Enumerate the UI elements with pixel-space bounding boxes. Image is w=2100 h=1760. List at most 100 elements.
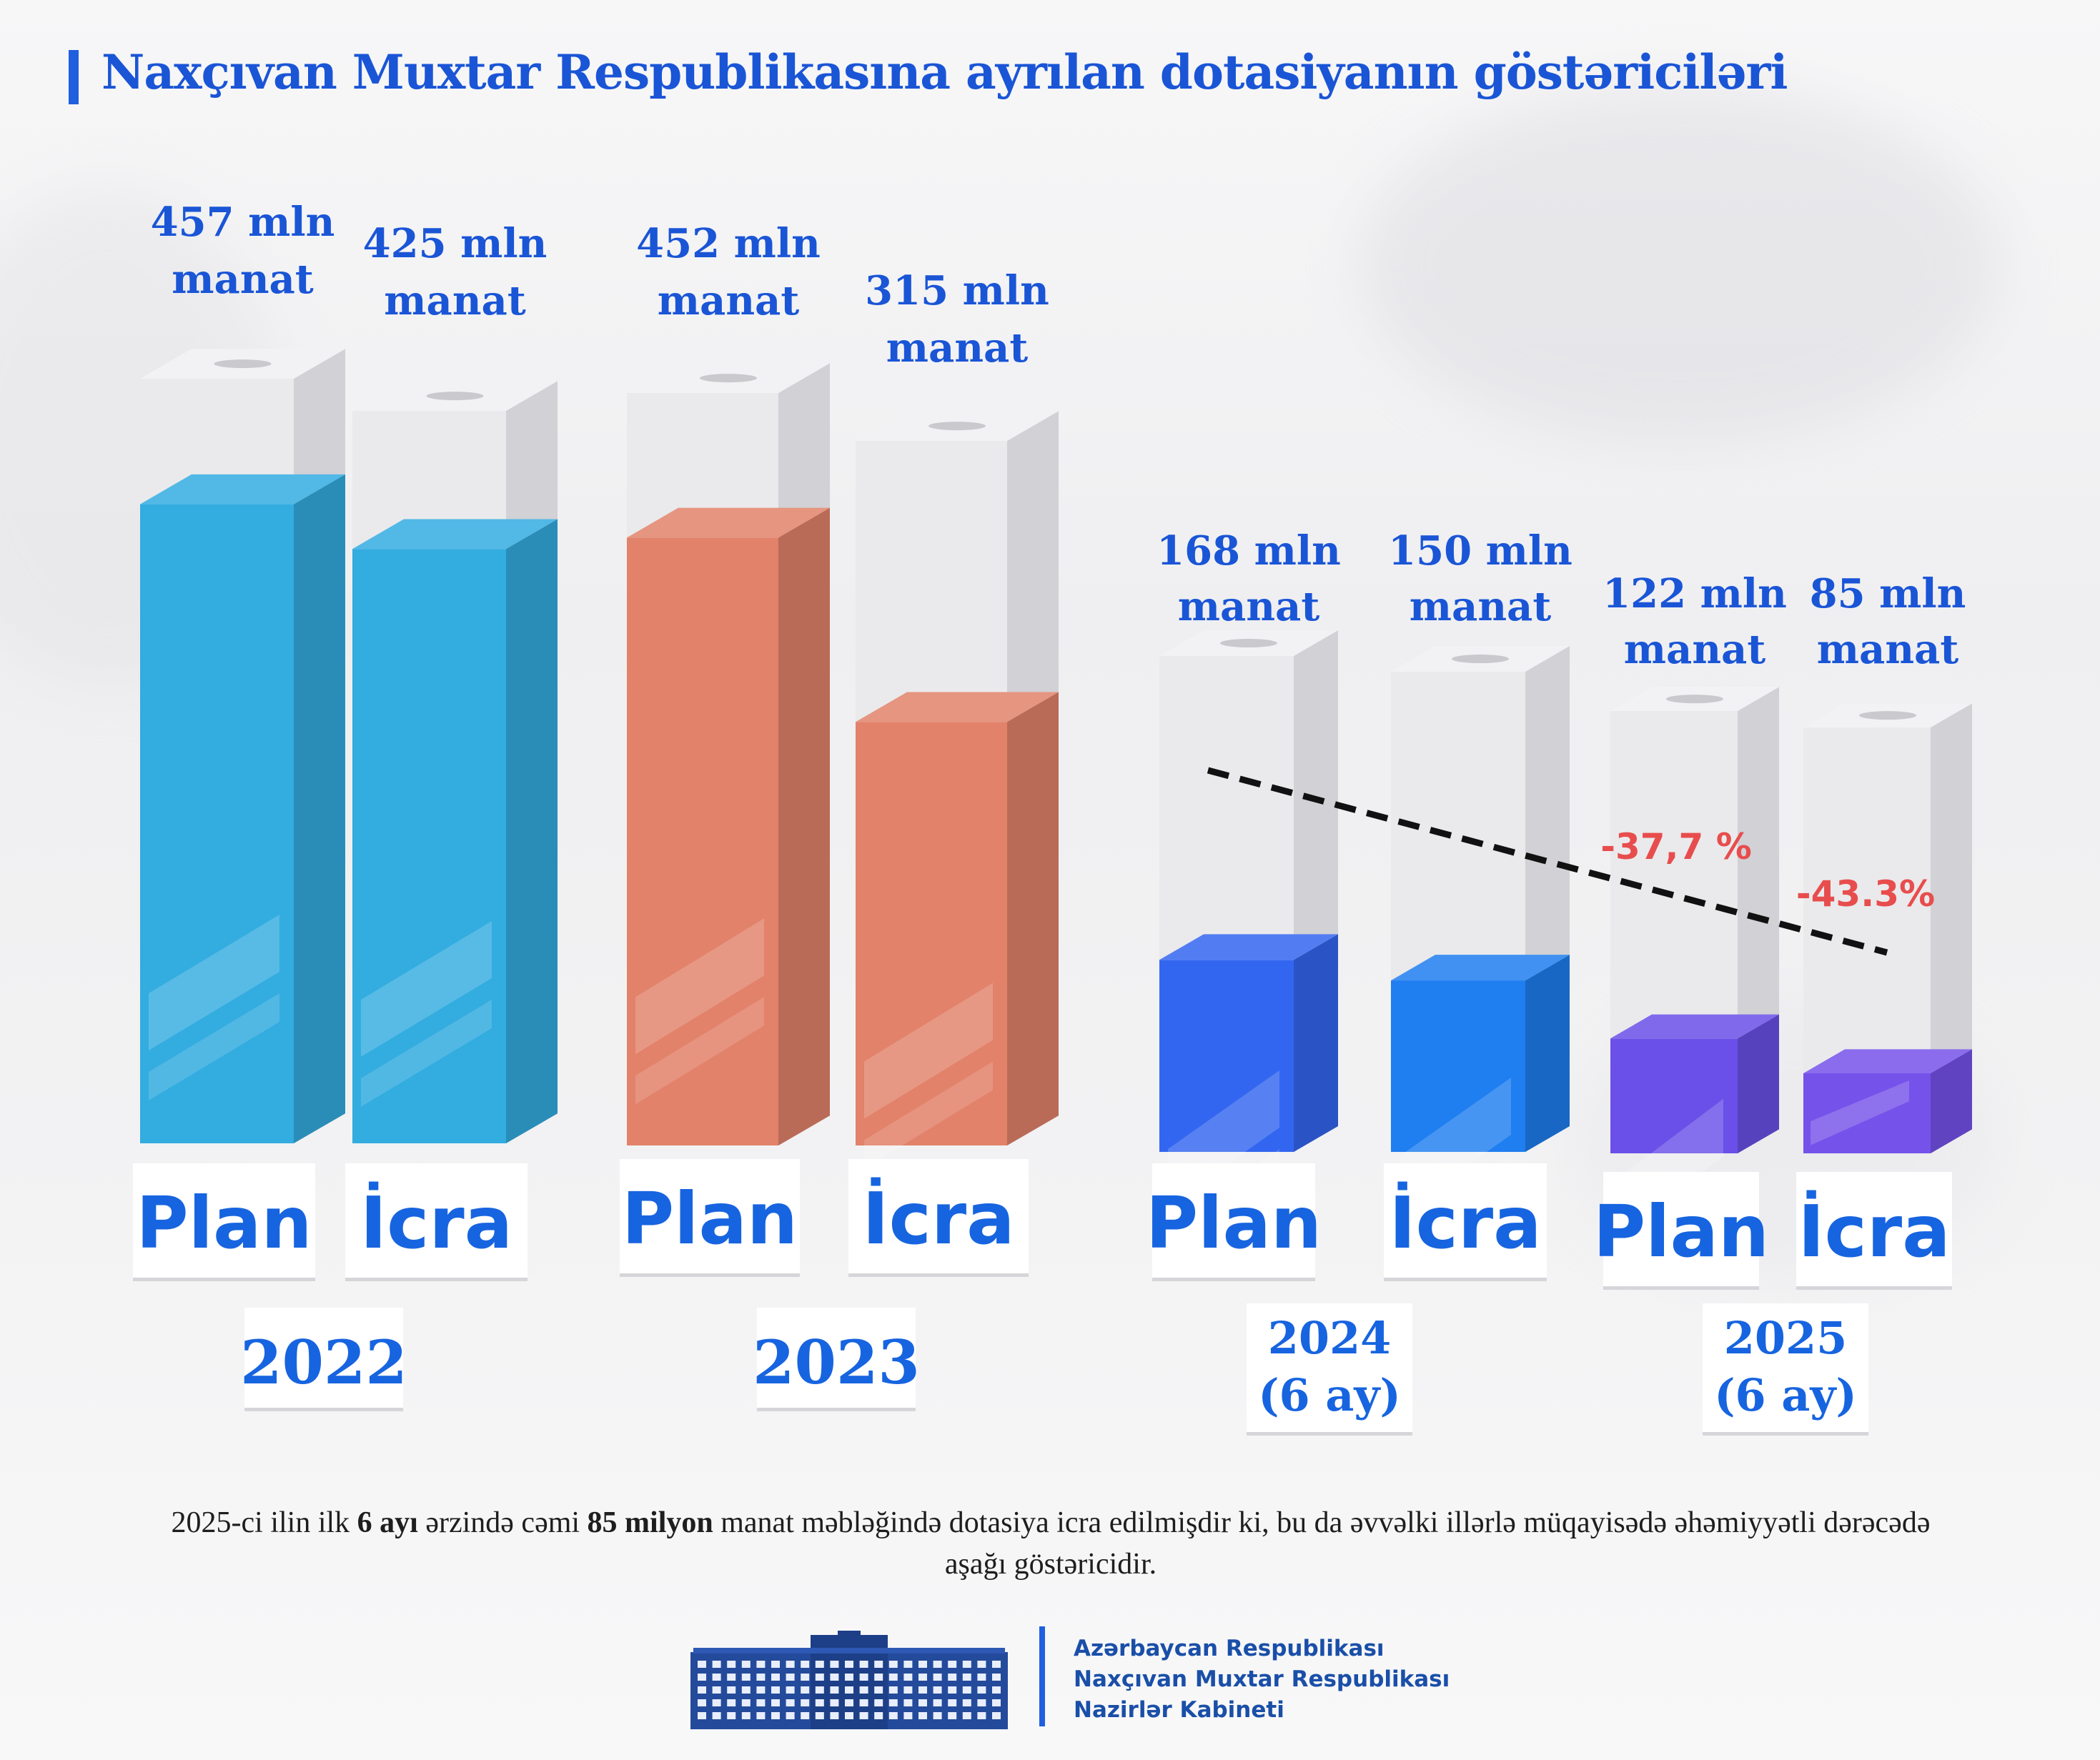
note-part-1: 6 ayı <box>357 1506 418 1539</box>
category-label-i̇cra: İcra <box>1389 1181 1541 1265</box>
year-label-underline <box>757 1408 916 1411</box>
category-label-underline <box>848 1273 1029 1277</box>
bar-glass-slot <box>1859 711 1916 720</box>
year-label-box <box>757 1308 916 1408</box>
bar-value-label: manat <box>1624 626 1766 673</box>
bar-value-label: manat <box>384 277 526 324</box>
dotation-bar-chart: 457 mln manat Plan 425 mln manat İcra 2022 452 … <box>133 199 1972 1436</box>
bar-gloss <box>149 915 279 1050</box>
bar-fill-front <box>140 504 294 1143</box>
note-part-2: ərzində cəmi <box>417 1506 588 1539</box>
government-building-icon <box>690 1631 1008 1729</box>
bar-value-label: manat <box>1178 583 1320 630</box>
year-label-box <box>1247 1303 1412 1432</box>
bar-fill-side <box>778 507 830 1145</box>
trend-line <box>1207 767 1888 956</box>
bar-fill-top <box>627 507 830 538</box>
category-label-underline <box>133 1278 315 1281</box>
bar-fill-side <box>1738 1014 1779 1153</box>
note-part-4: manat məbləğində dotasiya icra edilmişdi… <box>713 1506 1931 1581</box>
bar-glass-slot <box>700 374 757 383</box>
bar-value-label: 122 mln <box>1603 570 1787 617</box>
category-label-underline <box>345 1278 528 1281</box>
year-label: 2022 <box>240 1327 407 1398</box>
bar-gloss <box>1811 1080 1909 1145</box>
background-decor <box>1358 86 2001 443</box>
bar-gloss <box>149 993 279 1100</box>
bar-value-label: 452 mln <box>636 220 821 267</box>
year-label: (6 ay) <box>1258 1369 1401 1421</box>
category-label-plan: Plan <box>1593 1190 1769 1273</box>
bar-fill-front <box>627 537 778 1145</box>
bar-fill-top <box>140 474 345 504</box>
organization-name: Azərbaycan Respublikası Naxçıvan Muxtar … <box>1074 1634 1450 1726</box>
bar-gloss <box>635 918 764 1055</box>
annotation-icra-change: -43.3% <box>1796 873 1935 915</box>
chart-title: Naxçıvan Muxtar Respublikasına ayrılan d… <box>101 44 1788 100</box>
bar-value-label: 315 mln <box>865 267 1049 314</box>
category-label-box <box>1152 1163 1315 1278</box>
category-label-box <box>848 1159 1029 1273</box>
title-accent-bar <box>69 50 79 104</box>
category-label-plan: Plan <box>622 1177 798 1261</box>
year-label: (6 ay) <box>1714 1369 1857 1421</box>
bar-value-label: 457 mln <box>151 199 335 246</box>
year-label-underline <box>1703 1432 1868 1436</box>
year-label-underline <box>244 1408 403 1411</box>
category-label-i̇cra: İcra <box>1798 1190 1950 1273</box>
bar-value-label: 150 mln <box>1388 527 1572 575</box>
year-label: 2023 <box>753 1327 920 1398</box>
bar-gloss <box>864 1061 993 1169</box>
bar-2022-i̇cra <box>352 381 558 1143</box>
bar-glass-slot <box>214 359 272 369</box>
note-part-3: 85 milyon <box>587 1506 713 1539</box>
annotation-plan-change: -37,7 % <box>1600 826 1752 867</box>
category-label-underline <box>1603 1286 1759 1290</box>
category-label-box <box>620 1159 800 1273</box>
bar-glass-side <box>1931 703 1972 1153</box>
category-label-plan: Plan <box>1146 1181 1322 1265</box>
category-label-plan: Plan <box>136 1181 312 1265</box>
bar-gloss <box>864 983 993 1119</box>
bar-2022-plan <box>140 349 345 1143</box>
bar-fill-side <box>1007 692 1059 1145</box>
bar-value-label: manat <box>1817 626 1959 673</box>
note-part-0: 2025-ci ilin ilk <box>171 1506 357 1539</box>
bar-gloss <box>361 920 492 1057</box>
bar-fill-top <box>352 519 558 550</box>
bar-fill-side <box>1931 1049 1972 1153</box>
bar-gloss <box>361 999 492 1107</box>
category-label-underline <box>620 1273 800 1277</box>
bar-2023-i̇cra <box>856 411 1059 1169</box>
year-label: 2025 <box>1724 1312 1848 1364</box>
category-label-box <box>1796 1172 1952 1286</box>
bar-2025-i̇cra <box>1803 703 1972 1153</box>
bar-fill-top <box>1159 934 1338 960</box>
category-label-box <box>345 1163 528 1278</box>
bar-fill-top <box>1391 955 1570 981</box>
bar-fill-top <box>856 692 1059 722</box>
category-label-i̇cra: İcra <box>862 1177 1014 1261</box>
bar-glass-slot <box>426 392 484 401</box>
bar-value-label: 85 mln <box>1810 570 1966 617</box>
category-label-i̇cra: İcra <box>360 1181 512 1265</box>
org-line-1: Azərbaycan Respublikası <box>1074 1636 1385 1661</box>
category-label-underline <box>1152 1278 1315 1281</box>
year-label-box <box>244 1308 403 1408</box>
category-label-box <box>1603 1172 1759 1286</box>
bar-fill-top <box>1610 1014 1779 1039</box>
labels-layer: 457 mln manat Plan 425 mln manat İcra 2022 452 … <box>133 199 1966 1436</box>
bar-2024-plan <box>1159 630 1338 1256</box>
bar-value-label: 425 mln <box>363 220 548 267</box>
bar-fill-side <box>294 474 345 1143</box>
year-label-box <box>1703 1303 1868 1432</box>
bar-value-label: 168 mln <box>1157 527 1341 575</box>
year-label-underline <box>1247 1432 1412 1436</box>
bar-gloss <box>635 997 764 1105</box>
bar-fill-front <box>1803 1073 1931 1153</box>
bar-fill-side <box>506 519 558 1143</box>
bar-glass-slot <box>928 422 986 431</box>
bar-fill-side <box>1525 955 1570 1152</box>
footer-separator <box>1039 1626 1045 1726</box>
bar-value-label: manat <box>658 277 800 324</box>
